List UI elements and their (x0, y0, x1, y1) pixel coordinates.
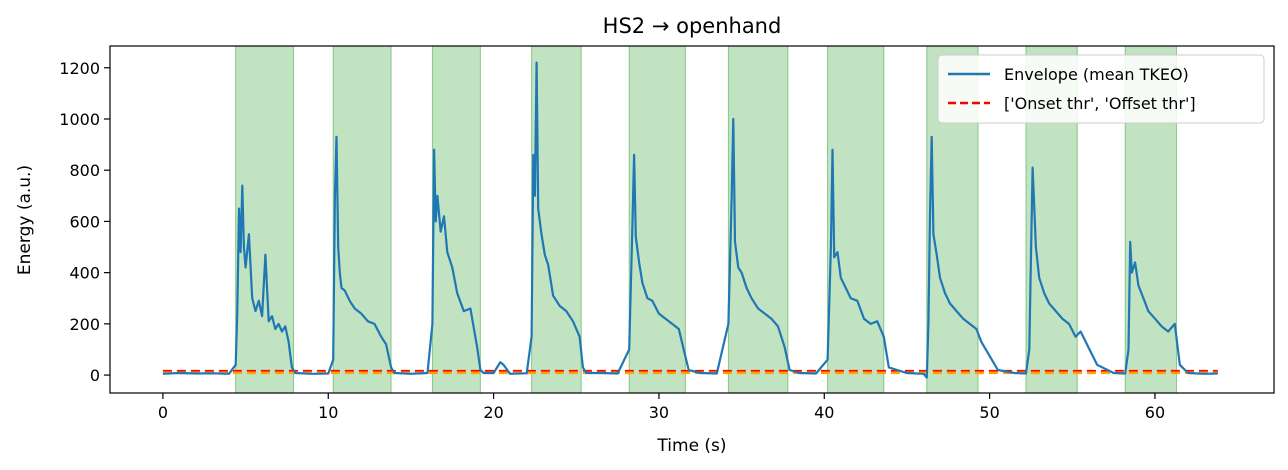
legend-box (937, 54, 1265, 124)
chart-title: HS2 → openhand (603, 14, 782, 38)
y-axis-ticks: 0 200 400 600 800 1000 1200 (59, 59, 110, 385)
y-tick-label: 800 (69, 161, 100, 180)
x-tick-label: 50 (979, 403, 999, 422)
x-tick-label: 40 (814, 403, 834, 422)
envelope-line (162, 61, 1218, 379)
active-region-2 (332, 45, 392, 394)
active-region-5 (628, 45, 686, 394)
legend-label-threshold: ['Onset thr', 'Offset thr'] (1004, 94, 1196, 113)
x-tick-label: 30 (649, 403, 669, 422)
y-axis-label: Energy (a.u.) (15, 165, 35, 275)
series-lines (162, 61, 1218, 379)
y-tick-label: 200 (69, 315, 100, 334)
x-tick-label: 60 (1145, 403, 1165, 422)
active-region-7 (827, 45, 885, 394)
y-tick-label: 1200 (59, 59, 100, 78)
x-tick-label: 20 (483, 403, 503, 422)
x-axis-label: Time (s) (656, 436, 726, 456)
plot-frame (109, 45, 1275, 394)
y-tick-label: 400 (69, 264, 100, 283)
y-tick-label: 600 (69, 212, 100, 231)
plot-area (109, 45, 1275, 394)
y-tick-label: 0 (90, 366, 100, 385)
active-region-1 (235, 45, 295, 394)
x-tick-label: 10 (318, 403, 338, 422)
y-tick-label: 1000 (59, 110, 100, 129)
x-axis-ticks: 0 10 20 30 40 50 60 (158, 393, 1165, 422)
x-tick-label: 0 (158, 403, 168, 422)
legend-label-envelope: Envelope (mean TKEO) (1004, 65, 1189, 84)
legend: Envelope (mean TKEO) ['Onset thr', 'Offs… (937, 54, 1265, 124)
active-region-6 (727, 45, 789, 394)
